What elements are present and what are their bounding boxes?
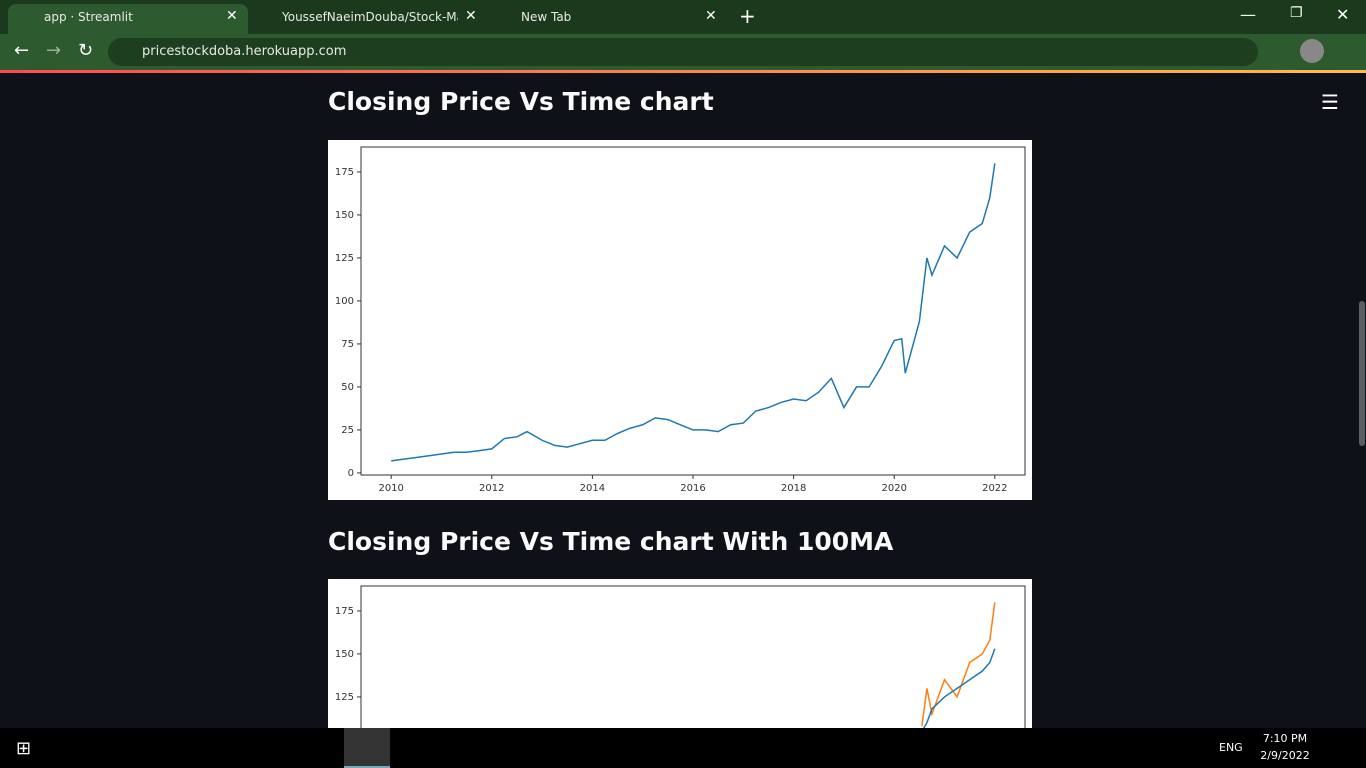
tab-title: app · Streamlit — [44, 10, 133, 24]
tab[interactable]: app · Streamlit — [8, 4, 248, 34]
minimize[interactable]: — — [1240, 5, 1256, 24]
url: pricestockdoba.herokuapp.com — [142, 44, 347, 59]
y-tick-label: 175 — [335, 606, 354, 617]
y-tick-label: 25 — [341, 425, 354, 436]
address-bar[interactable]: pricestockdoba.herokuapp.com — [108, 38, 1258, 66]
chart: 125 150 175 — [335, 585, 1026, 728]
y-tick-label: 150 — [335, 649, 354, 660]
close-tab[interactable]: ✕ — [226, 8, 238, 24]
chrome-app[interactable] — [344, 728, 390, 768]
y-tick-label: 50 — [341, 382, 354, 393]
x-tick-label: 2016 — [680, 483, 705, 494]
tab-strip: app · Streamlit ✕ YoussefNaeimDouba/Stoc… — [0, 0, 1366, 34]
time: 7:10 PM — [1262, 732, 1308, 745]
y-tick-label: 0 — [348, 468, 354, 479]
price-line — [922, 648, 996, 728]
date: 2/9/2022 — [1260, 749, 1310, 762]
close-tab[interactable]: ✕ — [465, 8, 477, 24]
plot-frame — [360, 146, 1026, 476]
tab-title: New Tab — [521, 10, 572, 24]
close-window[interactable]: ✕ — [1336, 5, 1350, 24]
y-tick-label: 125 — [335, 253, 354, 264]
plot-frame — [360, 585, 1026, 728]
x-tick-label: 2012 — [479, 483, 504, 494]
start[interactable]: ⊞ — [16, 738, 32, 759]
figure: 125 150 175 — [328, 579, 1032, 728]
x-tick-label: 2020 — [881, 483, 906, 494]
new-tab[interactable]: + — [739, 4, 756, 28]
heading: Closing Price Vs Time chart — [328, 87, 714, 116]
figure: 0 25 50 75 100 125 150 175 2010 2012 2014 2016 2018 2… — [328, 140, 1032, 500]
back[interactable]: ← — [14, 40, 30, 61]
tab[interactable]: YoussefNaeimDouba/Stock-Mark — [282, 4, 458, 34]
scrollbar[interactable] — [1359, 301, 1365, 446]
forward[interactable]: → — [46, 40, 62, 61]
tab[interactable]: New Tab — [521, 4, 671, 34]
price-line — [921, 602, 996, 727]
toolbar: ← → ↻ pricestockdoba.herokuapp.com — [0, 34, 1366, 70]
x-tick-label: 2018 — [781, 483, 806, 494]
close-tab[interactable]: ✕ — [705, 8, 717, 24]
y-tick-label: 100 — [335, 296, 354, 307]
chart: 0 25 50 75 100 125 150 175 2010 2012 2014 2016 2018 2… — [335, 146, 1026, 494]
language[interactable]: ENG — [1219, 741, 1243, 754]
x-tick-label: 2014 — [580, 483, 605, 494]
clock[interactable]: 7:10 PM 2/9/2022 — [1260, 732, 1310, 762]
y-tick-label: 175 — [335, 167, 354, 178]
price-line — [391, 163, 996, 462]
decoration — [0, 70, 1366, 73]
menu[interactable]: ☰ — [1321, 90, 1339, 114]
taskbar: ⊞ ENG 7:10 PM 2/9/2022 — [0, 728, 1366, 768]
profile[interactable] — [1300, 39, 1324, 63]
heading: Closing Price Vs Time chart With 100MA — [328, 527, 894, 556]
x-tick-label: 2010 — [378, 483, 403, 494]
restore[interactable]: ❐ — [1290, 5, 1303, 21]
y-tick-label: 150 — [335, 210, 354, 221]
tab-title: YoussefNaeimDouba/Stock-Mark — [282, 10, 458, 24]
y-tick-label: 125 — [335, 692, 354, 703]
content: Closing Price Vs Time chart 0 25 50 75 100 12… — [0, 73, 1366, 728]
y-tick-label: 75 — [341, 339, 354, 350]
reload[interactable]: ↻ — [78, 40, 94, 61]
x-tick-label: 2022 — [982, 483, 1007, 494]
